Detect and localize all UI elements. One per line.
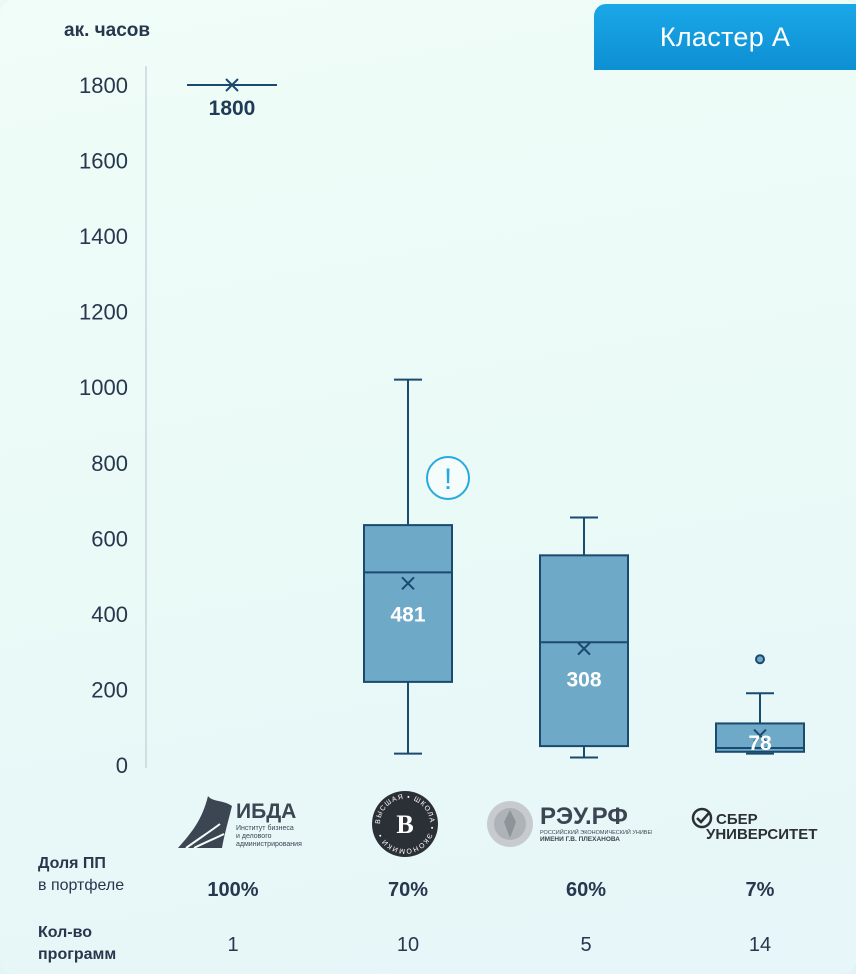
count-label-line2: программ [38,946,117,963]
share-value-sber: 7% [745,879,775,901]
share-label: в портфеле [38,877,125,894]
count-value-hse: 10 [396,934,420,956]
logo-reu-sub-1: РОССИЙСКИЙ ЭКОНОМИЧЕСКИЙ УНИВЕРСИТЕТ [540,828,652,836]
logo-hse: ВЫСШАЯ • ШКОЛА • ЭКОНОМИКИ • В [372,791,438,857]
logo-ibda-sub-2: и делового [236,833,272,840]
y-tick-label: 600 [91,526,128,551]
box-mean-label: 308 [566,669,601,692]
box-iqr [363,524,453,683]
logo-reu-name: РЭУ.РФ [540,803,628,830]
box-mean-marker [577,641,591,656]
logo-reu-sub-2: ИМЕНИ Г.В. ПЛЕХАНОВА [540,836,620,843]
box-mean-marker [225,78,239,92]
share-label-bold: Доля ПП [38,855,106,872]
y-tick-label: 1000 [79,375,128,400]
count-label-line1: Кол-во [38,924,93,941]
warning-icon: ! [444,463,452,496]
box-mean-label: 78 [748,732,772,755]
count-value-sber: 14 [748,934,772,956]
logo-ibda-sub-1: Институт бизнеса [236,824,294,832]
count-row-label: Кол-во программ [38,922,116,966]
y-tick-label: 1400 [79,224,128,249]
y-tick-label: 800 [91,451,128,476]
y-tick-label: 0 [116,753,128,778]
share-value-ibda: 100% [207,879,259,901]
share-value-reu: 60% [565,879,607,901]
y-tick-label: 1600 [79,149,128,174]
box-plot: 0 200 400 600 800 1000 1200 1400 1600 1800 1800 481… [79,66,805,778]
logo-sber: СБЕР УНИВЕРСИТЕТ [691,807,817,843]
logo-hse-letter: В [396,810,413,839]
share-row-label: Доля ПП в портфеле [38,853,124,897]
logo-ibda-sub-3: администрирования [236,841,302,848]
cluster-tab[interactable]: Кластер А [594,4,856,70]
logo-ibda-name: ИБДА [236,800,296,823]
box-iqr [539,554,629,748]
y-tick-label: 400 [91,602,128,627]
y-tick-label: 200 [91,677,128,702]
box-outlier-point [755,654,765,665]
box-mean-marker [401,576,415,590]
y-axis-unit-label: ак. часов [64,20,151,41]
y-tick-label: 1200 [79,300,128,325]
box-mean-label: 481 [390,603,425,626]
box-mean-label: 1800 [209,97,256,120]
y-tick-label: 1800 [79,73,128,98]
count-value-reu: 5 [580,934,592,956]
count-value-ibda: 1 [227,934,239,956]
share-value-hse: 70% [387,879,429,901]
logo-reu: РЭУ.РФ РОССИЙСКИЙ ЭКОНОМИЧЕСКИЙ УНИВЕРСИ… [487,801,652,847]
logo-sber-sub: УНИВЕРСИТЕТ [706,826,817,843]
box-mean-marker [753,728,767,743]
logo-sber-name: СБЕР [716,811,758,828]
logo-ibda: ИБДА Институт бизнеса и делового админис… [178,796,302,849]
warning-badge [426,456,470,500]
